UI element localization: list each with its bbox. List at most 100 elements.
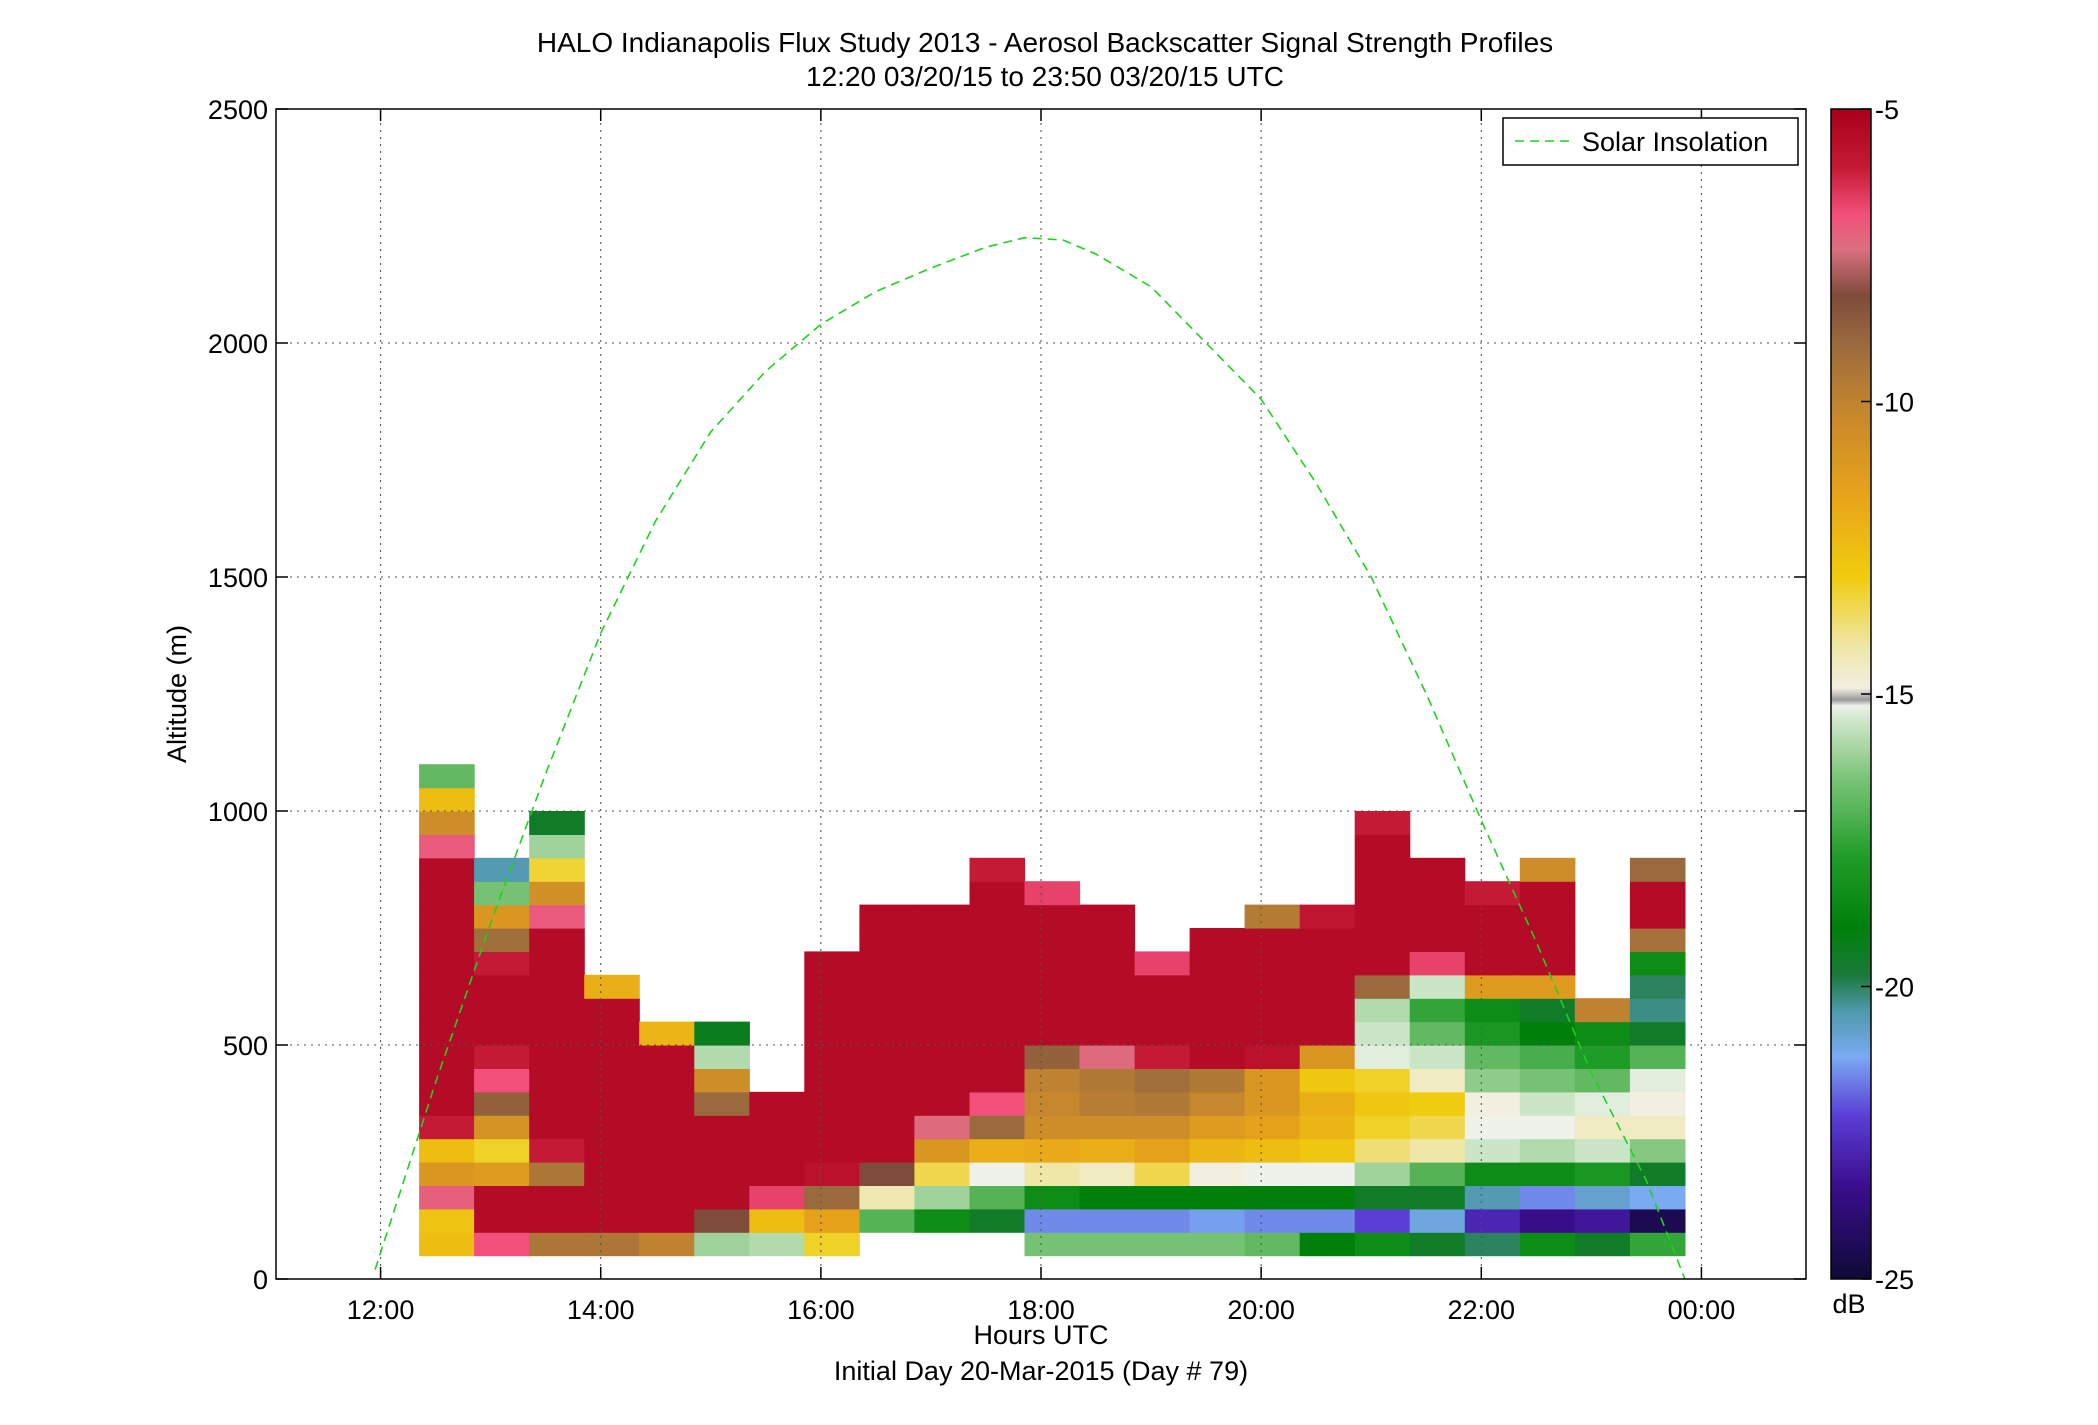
heatmap-cell xyxy=(1409,1115,1466,1140)
heatmap-cell xyxy=(1024,951,1081,976)
heatmap-cell xyxy=(859,1185,915,1210)
heatmap-cell xyxy=(419,1185,475,1210)
heatmap-cell xyxy=(1409,1138,1466,1163)
colorbar-ticks: -5 -10 -15 -20 -25 xyxy=(1861,95,1914,1295)
heatmap-cell xyxy=(529,1185,585,1210)
heatmap-cell xyxy=(914,928,970,952)
heatmap-cell xyxy=(914,1068,970,1093)
heatmap-cell xyxy=(1354,857,1411,882)
heatmap-cell xyxy=(1629,1045,1686,1069)
heatmap-cell xyxy=(584,1091,640,1116)
heatmap-cell xyxy=(694,1162,750,1186)
heatmap-cell xyxy=(914,904,970,929)
heatmap-cell xyxy=(859,1021,915,1046)
heatmap-cell xyxy=(1574,1068,1631,1093)
heatmap-cell xyxy=(859,928,915,952)
heatmap-cell xyxy=(1189,974,1246,999)
heatmap-cell xyxy=(804,1138,860,1163)
heatmap-cell xyxy=(1189,998,1246,1023)
heatmap-cell xyxy=(1189,1068,1246,1093)
heatmap-cell xyxy=(804,1115,860,1140)
heatmap-cell xyxy=(1354,974,1411,999)
heatmap-cell xyxy=(1134,1045,1191,1069)
heatmap-cell xyxy=(694,1091,750,1116)
heatmap-cell xyxy=(1629,881,1686,906)
heatmap-cell xyxy=(694,1232,750,1257)
heatmap-cell xyxy=(474,857,530,882)
heatmap-cell xyxy=(584,1021,640,1046)
heatmap-cell xyxy=(1574,1021,1631,1046)
heatmap-cell xyxy=(639,1138,695,1163)
heatmap-cell xyxy=(474,904,530,929)
heatmap-cell xyxy=(419,1068,475,1093)
heatmap-cell xyxy=(1299,928,1356,952)
heatmap-cell xyxy=(1354,951,1411,976)
heatmap-cell xyxy=(694,1045,750,1069)
heatmap-cell xyxy=(419,1208,475,1233)
heatmap-cell xyxy=(1134,951,1191,976)
heatmap-cell xyxy=(419,787,475,812)
heatmap-cell xyxy=(474,951,530,976)
heatmap-cell xyxy=(1079,1232,1136,1257)
heatmap-cell xyxy=(1299,1208,1356,1233)
heatmap-cell xyxy=(1189,1232,1246,1257)
heatmap-cell xyxy=(1574,1208,1631,1233)
heatmap-cell xyxy=(1629,1115,1686,1140)
heatmap-cell xyxy=(1574,1162,1631,1186)
heatmap-cell xyxy=(529,1021,585,1046)
heatmap-cell xyxy=(584,998,640,1023)
heatmap-cell xyxy=(1354,1208,1411,1233)
y-tick-label: 1000 xyxy=(208,797,268,827)
heatmap-cell xyxy=(859,1045,915,1069)
heatmap-cells xyxy=(419,764,1686,1257)
heatmap-cell xyxy=(1134,998,1191,1023)
heatmap-cell xyxy=(419,1021,475,1046)
heatmap-cell xyxy=(1189,1208,1246,1233)
heatmap-cell xyxy=(1354,1232,1411,1257)
heatmap-cell xyxy=(1519,1138,1576,1163)
heatmap-cell xyxy=(1519,928,1576,952)
heatmap-cell xyxy=(1134,1021,1191,1046)
heatmap-cell xyxy=(1354,1162,1411,1186)
heatmap-cell xyxy=(1409,857,1466,882)
heatmap-cell xyxy=(1409,1045,1466,1069)
heatmap-cell xyxy=(969,998,1026,1023)
heatmap-cell xyxy=(1299,951,1356,976)
heatmap-cell xyxy=(694,1068,750,1093)
heatmap-cell xyxy=(1464,1162,1521,1186)
heatmap-cell xyxy=(1464,1021,1521,1046)
heatmap-cell xyxy=(1024,974,1081,999)
heatmap-cell xyxy=(1464,1091,1521,1116)
x-tick-label: 16:00 xyxy=(787,1295,855,1325)
heatmap-cell xyxy=(1519,881,1576,906)
heatmap-cell xyxy=(1629,1185,1686,1210)
heatmap-cell xyxy=(1189,1185,1246,1210)
heatmap-cell xyxy=(1134,1068,1191,1093)
heatmap-cell xyxy=(694,1115,750,1140)
heatmap-cell xyxy=(639,1232,695,1257)
heatmap-cell xyxy=(419,951,475,976)
heatmap-cell xyxy=(1409,1185,1466,1210)
heatmap-cell xyxy=(529,834,585,859)
heatmap-cell xyxy=(859,998,915,1023)
heatmap-cell xyxy=(1299,1162,1356,1186)
heatmap-cell xyxy=(1079,904,1136,929)
heatmap-cell xyxy=(969,1068,1026,1093)
heatmap-cell xyxy=(1079,928,1136,952)
heatmap-cell xyxy=(1629,1021,1686,1046)
heatmap-cell xyxy=(1464,998,1521,1023)
heatmap-cell xyxy=(1574,998,1631,1023)
heatmap-cell xyxy=(1409,1021,1466,1046)
solar-insolation-layer xyxy=(374,236,1686,1280)
heatmap-cell xyxy=(1189,1021,1246,1046)
solar-insolation-line xyxy=(374,236,1686,1280)
heatmap-cell xyxy=(1519,974,1576,999)
heatmap-cell xyxy=(1244,1138,1301,1163)
colorbar-tick-label: -10 xyxy=(1875,388,1914,418)
heatmap-cell xyxy=(1079,951,1136,976)
heatmap-cell xyxy=(419,1232,475,1257)
heatmap-cell xyxy=(859,1138,915,1163)
legend-label-solar-insolation: Solar Insolation xyxy=(1582,127,1768,157)
heatmap-cell xyxy=(529,1091,585,1116)
